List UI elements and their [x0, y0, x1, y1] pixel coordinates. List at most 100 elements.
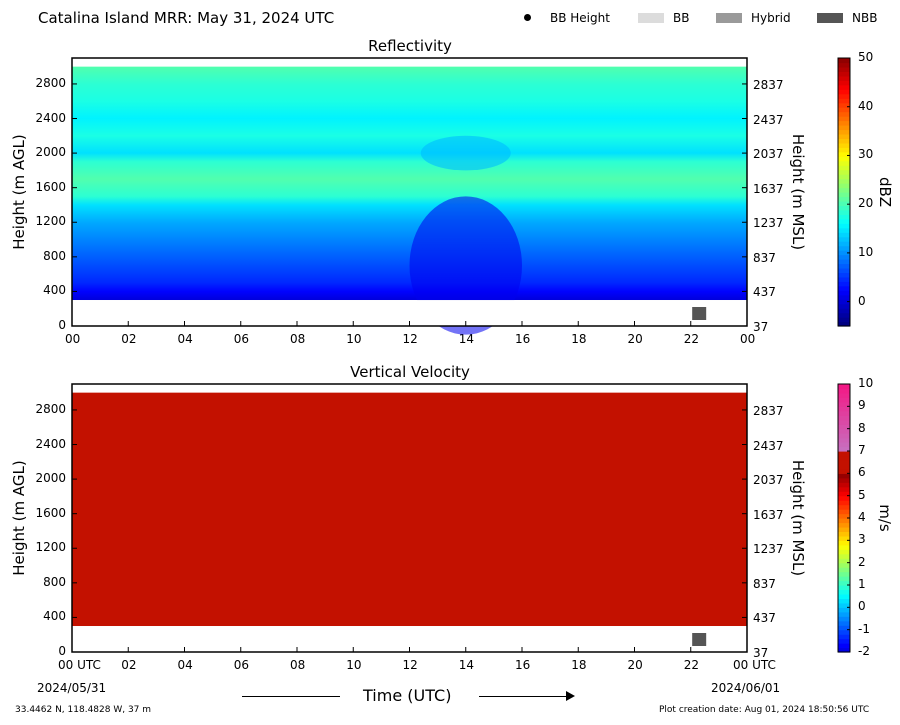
- velocity-title: Vertical Velocity: [350, 363, 470, 381]
- x-tick-label: 06: [233, 332, 250, 346]
- nbb-marker: [692, 633, 707, 646]
- y-tick-label-right: 2837: [753, 403, 784, 418]
- colorbar-segment: [838, 196, 850, 202]
- velocity-plot: [71, 383, 748, 653]
- colorbar-segment: [838, 468, 850, 474]
- xlabel-right-line: [479, 696, 571, 697]
- colorbar-segment: [838, 553, 850, 559]
- arrow-right-icon: [566, 691, 575, 701]
- colorbar-segment: [838, 415, 850, 421]
- colorbar-segment: [838, 549, 850, 555]
- x-tick-label: 20: [627, 332, 643, 346]
- colorbar-segment: [838, 209, 850, 215]
- colorbar-segment: [838, 433, 850, 439]
- colorbar-segment: [838, 504, 850, 510]
- colorbar-segment: [838, 169, 850, 175]
- colorbar-segment: [838, 151, 850, 157]
- reflectivity-colorbar: [837, 57, 851, 327]
- colorbar-segment: [838, 308, 850, 314]
- x-tick-label: 20: [627, 658, 643, 672]
- colorbar-segment: [838, 442, 850, 448]
- colorbar-segment: [838, 303, 850, 309]
- colorbar-segment: [838, 250, 850, 256]
- colorbar-segment: [838, 629, 850, 635]
- colorbar-segment: [838, 111, 850, 117]
- date-end: 2024/06/01: [711, 681, 781, 695]
- y-tick-label-right: 1237: [753, 542, 784, 557]
- colorbar-segment: [838, 75, 850, 81]
- colorbar-segment: [838, 241, 850, 247]
- colorbar-tick-label: 30: [858, 147, 874, 162]
- colorbar-segment: [838, 174, 850, 180]
- colorbar-segment: [838, 477, 850, 483]
- colorbar-tick-label: 8: [858, 420, 866, 435]
- x-tick-label: 00: [65, 332, 81, 346]
- colorbar-segment: [838, 509, 850, 515]
- colorbar-segment: [838, 567, 850, 573]
- y-tick-label-left: 1600: [35, 179, 66, 194]
- colorbar-segment: [838, 535, 850, 541]
- x-tick-label: 02: [121, 658, 137, 672]
- page-title: Catalina Island MRR: May 31, 2024 UTC: [38, 9, 335, 27]
- colorbar-segment: [838, 263, 850, 269]
- x-tick-label: 18: [571, 332, 587, 346]
- colorbar-segment: [838, 513, 850, 519]
- colorbar-segment: [838, 200, 850, 206]
- colorbar-segment: [838, 576, 850, 582]
- colorbar-tick-label: 7: [858, 443, 866, 457]
- colorbar-segment: [838, 388, 850, 394]
- colorbar-segment: [838, 187, 850, 193]
- colorbar-segment: [838, 540, 850, 546]
- y-tick-label-left: 1600: [35, 505, 66, 520]
- colorbar-segment: [838, 522, 850, 528]
- colorbar-segment: [838, 218, 850, 224]
- colorbar-segment: [838, 571, 850, 577]
- colorbar-tick-label: 10: [858, 244, 874, 259]
- colorbar-segment: [838, 634, 850, 640]
- colorbar-segment: [838, 299, 850, 305]
- colorbar-segment: [838, 62, 850, 68]
- colorbar-segment: [838, 107, 850, 113]
- colorbar-segment: [838, 312, 850, 318]
- colorbar-segment: [838, 500, 850, 506]
- reflectivity-plot: [71, 57, 748, 335]
- x-tick-label: 04: [177, 658, 193, 672]
- y-tick-label-right: 2037: [753, 473, 784, 488]
- colorbar-segment: [838, 611, 850, 617]
- colorbar-segment: [838, 419, 850, 425]
- y-tick-label-right: 1637: [753, 507, 784, 522]
- colorbar-segment: [838, 406, 850, 412]
- legend-swatch-hybrid-icon: [716, 13, 742, 23]
- y-tick-label-left: 2800: [35, 401, 66, 416]
- colorbar-segment: [838, 205, 850, 211]
- x-tick-label: 14: [458, 658, 475, 672]
- y-tick-label-right: 37: [753, 646, 769, 660]
- y-tick-label-right: 1637: [753, 181, 784, 196]
- legend-label-bb: BB: [673, 11, 690, 25]
- colorbar-tick-label: 0: [858, 599, 866, 614]
- colorbar-segment: [838, 281, 850, 287]
- x-tick-label: 12: [402, 332, 418, 346]
- y-tick-label-right: 837: [753, 250, 776, 265]
- legend-swatch-bb-icon: [638, 13, 664, 23]
- colorbar-segment: [838, 84, 850, 90]
- colorbar-tick-label: 10: [858, 376, 874, 390]
- y-tick-label-left: 0: [58, 644, 66, 658]
- colorbar-segment: [838, 593, 850, 599]
- colorbar-tick-label: 3: [858, 532, 866, 547]
- colorbar-segment: [838, 384, 850, 390]
- legend-label-nbb: NBB: [852, 11, 878, 25]
- colorbar-segment: [838, 602, 850, 608]
- x-tick-label: 04: [177, 332, 193, 346]
- y-tick-label-left: 0: [58, 318, 66, 332]
- colorbar-segment: [838, 142, 850, 148]
- colorbar-segment: [838, 451, 850, 457]
- colorbar-segment: [838, 455, 850, 461]
- legend-label-hybrid: Hybrid: [751, 11, 791, 25]
- y-tick-label-right: 2037: [753, 147, 784, 162]
- colorbar-segment: [838, 638, 850, 644]
- colorbar-segment: [838, 607, 850, 613]
- colorbar-segment: [838, 526, 850, 532]
- x-tick-label: 06: [233, 658, 250, 672]
- colorbar-tick-label: 20: [858, 196, 874, 211]
